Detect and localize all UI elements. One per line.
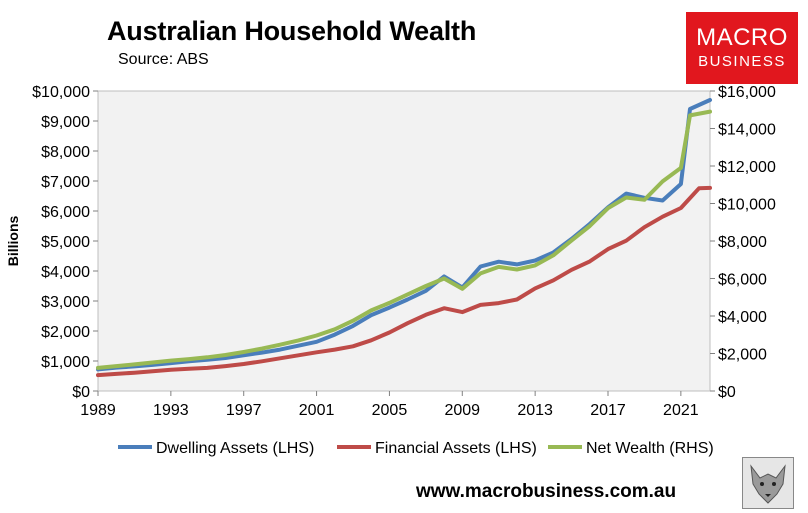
x-tick-label: 1997: [226, 402, 262, 419]
x-tick-label: 1993: [153, 402, 189, 419]
x-tick-label: 2017: [590, 402, 626, 419]
y-left-tick-label: $3,000: [41, 294, 90, 311]
y-axis-label: Billions: [5, 216, 21, 267]
series-layer: [96, 98, 712, 378]
legend-label: Net Wealth (RHS): [586, 440, 714, 457]
y-right-tick-label: $8,000: [718, 234, 767, 251]
y-left-tick-label: $7,000: [41, 174, 90, 191]
y-left-tick-label: $4,000: [41, 264, 90, 281]
y-left-tick-label: $9,000: [41, 114, 90, 131]
y-right-tick-label: $16,000: [718, 84, 776, 101]
logo-line2: BUSINESS: [698, 53, 786, 70]
wolf-mascot-icon: [742, 457, 794, 509]
x-tick-label: 2021: [663, 402, 699, 419]
chart-title: Australian Household Wealth: [107, 16, 477, 46]
x-tick-label: 2001: [299, 402, 335, 419]
y-left-tick-label: $8,000: [41, 144, 90, 161]
y-right-tick-label: $6,000: [718, 272, 767, 289]
y-left-tick-label: $10,000: [32, 84, 90, 101]
x-axis: 1989 1993 1997 2001 2005 2009 2013 2017 2021: [80, 391, 699, 419]
x-tick-label: 2013: [517, 402, 553, 419]
y-left-tick-label: $0: [72, 384, 90, 401]
series-line-net-wealth-rhs: [96, 109, 712, 370]
y-axis-left: $0 $1,000 $2,000 $3,000 $4,000 $5,000 $6,000 $7…: [32, 84, 98, 401]
x-tick-label: 2009: [444, 402, 480, 419]
y-right-tick-label: $10,000: [718, 197, 776, 214]
y-right-tick-label: $0: [718, 384, 736, 401]
y-axis-right: $0 $2,000 $4,000 $6,000 $8,000 $10,000 $12,000…: [710, 84, 776, 401]
legend-label: Financial Assets (LHS): [375, 440, 537, 457]
y-left-tick-label: $6,000: [41, 204, 90, 221]
series-line-financial-assets-lhs: [96, 185, 712, 378]
website-url: www.macrobusiness.com.au: [416, 481, 677, 502]
logo-line1: MACRO: [696, 24, 788, 51]
plot-area: [97, 90, 711, 392]
y-left-tick-label: $1,000: [41, 354, 90, 371]
y-right-tick-label: $12,000: [718, 159, 776, 176]
y-left-tick-label: $2,000: [41, 324, 90, 341]
legend-label: Dwelling Assets (LHS): [156, 440, 314, 457]
x-tick-label: 1989: [80, 402, 116, 419]
macrobusiness-logo: MACRO BUSINESS: [686, 12, 798, 84]
legend: Dwelling Assets (LHS) Financial Assets (L…: [118, 440, 714, 457]
y-right-tick-label: $2,000: [718, 347, 767, 364]
chart-subtitle: Source: ABS: [118, 51, 209, 68]
x-tick-label: 2005: [372, 402, 408, 419]
y-right-tick-label: $4,000: [718, 309, 767, 326]
y-left-tick-label: $5,000: [41, 234, 90, 251]
y-right-tick-label: $14,000: [718, 122, 776, 139]
